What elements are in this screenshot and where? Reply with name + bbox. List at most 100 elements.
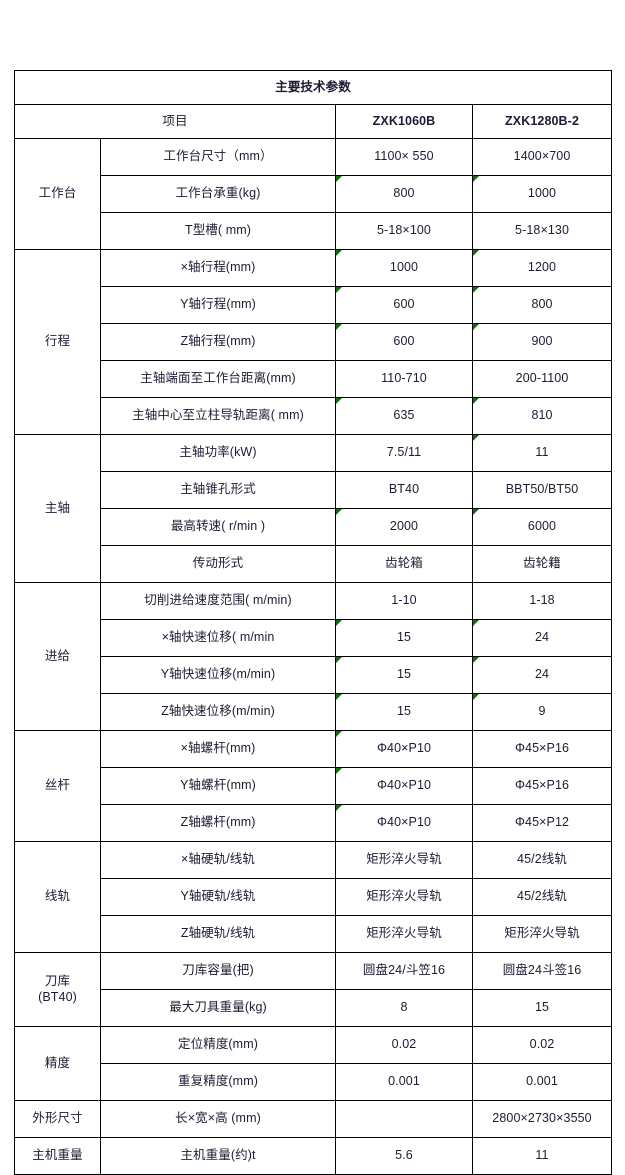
row-value-model-1: 1-10 xyxy=(335,582,473,620)
table-row: Z轴硬轨/线轨 矩形淬火导轨 矩形淬火导轨 xyxy=(15,915,613,953)
group-label-cell: 主轴 xyxy=(14,434,101,583)
row-item-label: ×轴硬轨/线轨 xyxy=(100,841,336,879)
footer-row-item: 长×宽×高 (mm) xyxy=(100,1100,336,1138)
row-value-model-1: 600 xyxy=(335,286,473,324)
group-label: 主轴 xyxy=(44,500,71,515)
row-value-model-1: Φ40×P10 xyxy=(335,730,473,768)
table-row: Y轴螺杆(mm) Φ40×P10 Φ45×P16 xyxy=(15,767,613,805)
row-value-model-2: 9 xyxy=(471,693,613,731)
row-item-label: 重复精度(mm) xyxy=(100,1063,336,1101)
table-row: 主机重量 主机重量(约)t 5.6 11 xyxy=(14,1137,613,1175)
row-item-label: 定位精度(mm) xyxy=(100,1026,336,1064)
row-value-model-2: 45/2线轨 xyxy=(471,878,613,916)
group-label: 丝杆 xyxy=(44,778,71,793)
row-value-model-1: 矩形淬火导轨 xyxy=(335,915,473,953)
table-row: Z轴螺杆(mm) Φ40×P10 Φ45×P12 xyxy=(15,804,613,842)
row-item-label: 最高转速( r/min ) xyxy=(100,508,336,546)
table-row: 行程 ×轴行程(mm) 1000 1200 xyxy=(14,249,613,435)
header-model-2: ZXK1280B-2 xyxy=(471,104,613,139)
row-value-model-1: 矩形淬火导轨 xyxy=(335,841,473,879)
footer-row-item: 主机重量(约)t xyxy=(100,1137,336,1175)
table-row: 主轴锥孔形式 BT40 BBT50/BT50 xyxy=(15,471,613,509)
row-value-model-2: Φ45×P12 xyxy=(471,804,613,842)
footer-row-value-model-2: 2800×2730×3550 xyxy=(471,1100,613,1138)
group-label-cell: 刀库 (BT40) xyxy=(14,952,101,1027)
table-row: T型槽( mm) 5-18×100 5-18×130 xyxy=(15,212,613,250)
row-value-model-2: 11 xyxy=(471,434,613,472)
table-row: 线轨 ×轴硬轨/线轨 矩形淬火导轨 45/2线轨 xyxy=(14,841,613,953)
table-row: 主轴 主轴功率(kW) 7.5/11 11 xyxy=(14,434,613,583)
row-item-label: T型槽( mm) xyxy=(100,212,336,250)
row-item-label: 主轴功率(kW) xyxy=(100,434,336,472)
table-row: 丝杆 ×轴螺杆(mm) Φ40×P10 Φ45×P16 xyxy=(14,730,613,842)
table-row: 刀库 (BT40) 刀库容量(把) 圆盘24/斗笠16 圆盘24斗签16 xyxy=(14,952,613,1027)
row-value-model-1: 矩形淬火导轨 xyxy=(335,878,473,916)
row-item-label: 主轴中心至立柱导轨距离( mm) xyxy=(100,397,336,435)
row-value-model-2: 24 xyxy=(471,619,613,657)
row-value-model-1: 15 xyxy=(335,693,473,731)
row-item-label: 主轴锥孔形式 xyxy=(100,471,336,509)
row-value-model-2: 1000 xyxy=(471,175,613,213)
row-item-label: 工作台承重(kg) xyxy=(100,175,336,213)
table-title-row: 主要技术参数 xyxy=(13,70,613,105)
table-row: 最大刀具重量(kg) 8 15 xyxy=(15,989,613,1027)
row-value-model-2: 0.001 xyxy=(471,1063,613,1101)
group-label: 线轨 xyxy=(44,889,71,904)
row-value-model-2: 圆盘24斗签16 xyxy=(471,952,613,990)
row-value-model-2: 810 xyxy=(471,397,613,435)
table-row: 传动形式 齿轮箱 齿轮籍 xyxy=(15,545,613,583)
group-label-cell: 进给 xyxy=(14,582,101,731)
group-label-cell: 丝杆 xyxy=(14,730,101,842)
page-title: 主要技术参数 xyxy=(13,70,613,105)
row-value-model-2: 1-18 xyxy=(471,582,613,620)
row-value-model-2: 1200 xyxy=(471,249,613,287)
row-value-model-1: 8 xyxy=(335,989,473,1027)
group-label: 刀库 xyxy=(44,973,71,988)
footer-row-value-model-1 xyxy=(335,1100,473,1138)
technical-specifications-table: 主要技术参数 项目 ZXK1060B ZXK1280B-2 工作台 工作台尺寸（mm） 11… xyxy=(13,70,613,1175)
header-model-1: ZXK1060B xyxy=(335,104,473,139)
table-row: 外形尺寸 长×宽×高 (mm) 2800×2730×3550 xyxy=(14,1100,613,1138)
table-row: 精度 定位精度(mm) 0.02 0.02 xyxy=(14,1026,613,1101)
row-item-label: Y轴螺杆(mm) xyxy=(100,767,336,805)
table-row: 主轴端面至工作台距离(mm) 110-710 200-1100 xyxy=(15,360,613,398)
row-value-model-2: 矩形淬火导轨 xyxy=(471,915,613,953)
footer-row-label: 主机重量 xyxy=(14,1137,101,1175)
row-value-model-1: 800 xyxy=(335,175,473,213)
spec-table-container: 主要技术参数 项目 ZXK1060B ZXK1280B-2 工作台 工作台尺寸（mm） 11… xyxy=(13,70,613,1175)
row-item-label: 主轴端面至工作台距离(mm) xyxy=(100,360,336,398)
row-item-label: 最大刀具重量(kg) xyxy=(100,989,336,1027)
row-value-model-1: 15 xyxy=(335,656,473,694)
row-item-label: ×轴螺杆(mm) xyxy=(100,730,336,768)
row-value-model-1: 0.001 xyxy=(335,1063,473,1101)
row-value-model-2: Φ45×P16 xyxy=(471,767,613,805)
row-value-model-1: 2000 xyxy=(335,508,473,546)
row-item-label: Z轴快速位移(m/min) xyxy=(100,693,336,731)
table-row: Z轴行程(mm) 600 900 xyxy=(15,323,613,361)
group-label: 进给 xyxy=(44,648,71,663)
row-item-label: Y轴快速位移(m/min) xyxy=(100,656,336,694)
row-value-model-1: 1100× 550 xyxy=(335,138,473,176)
footer-row-value-model-2: 11 xyxy=(471,1137,613,1175)
row-value-model-2: 6000 xyxy=(471,508,613,546)
row-value-model-2: 200-1100 xyxy=(471,360,613,398)
row-value-model-1: Φ40×P10 xyxy=(335,767,473,805)
table-header-row: 项目 ZXK1060B ZXK1280B-2 xyxy=(14,104,613,139)
row-item-label: 刀库容量(把) xyxy=(100,952,336,990)
table-row: 最高转速( r/min ) 2000 6000 xyxy=(15,508,613,546)
table-row: 重复精度(mm) 0.001 0.001 xyxy=(15,1063,613,1101)
row-value-model-1: 635 xyxy=(335,397,473,435)
row-value-model-1: 15 xyxy=(335,619,473,657)
row-value-model-1: 7.5/11 xyxy=(335,434,473,472)
row-value-model-2: 24 xyxy=(471,656,613,694)
row-item-label: 切削进给速度范围( m/min) xyxy=(100,582,336,620)
table-body: 主要技术参数 项目 ZXK1060B ZXK1280B-2 工作台 工作台尺寸（mm） 11… xyxy=(13,70,613,1175)
group-label: 工作台 xyxy=(38,186,77,201)
row-value-model-1: 齿轮箱 xyxy=(335,545,473,583)
row-item-label: Y轴硬轨/线轨 xyxy=(100,878,336,916)
table-row: 进给 切削进给速度范围( m/min) 1-10 1-18 xyxy=(14,582,613,731)
row-value-model-2: 齿轮籍 xyxy=(471,545,613,583)
row-value-model-2: 900 xyxy=(471,323,613,361)
group-label-cell: 线轨 xyxy=(14,841,101,953)
